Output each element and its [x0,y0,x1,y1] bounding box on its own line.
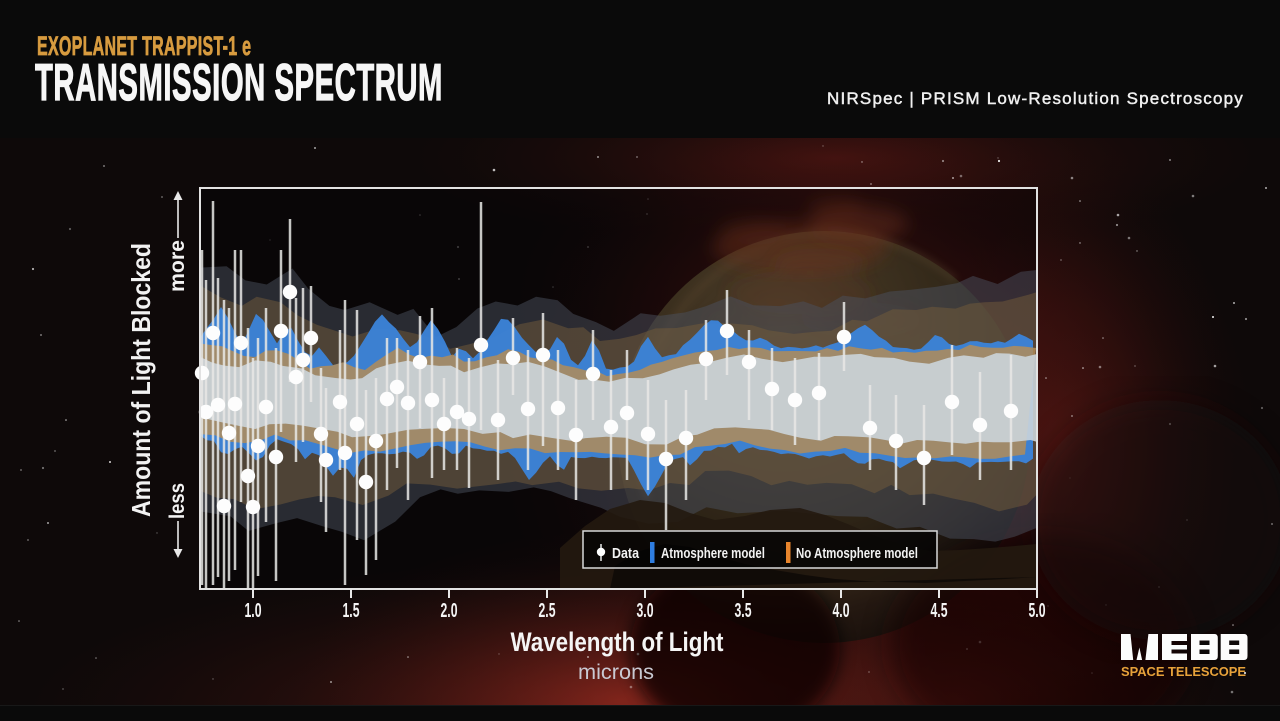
svg-text:1.0: 1.0 [245,600,262,622]
svg-text:3.0: 3.0 [637,600,654,622]
svg-text:less: less [166,483,189,519]
svg-text:more: more [166,240,189,292]
svg-text:Amount of Light Blocked: Amount of Light Blocked [126,243,156,517]
svg-text:4.0: 4.0 [833,600,850,622]
svg-text:Wavelength of Light: Wavelength of Light [511,627,724,657]
svg-text:SPACE TELESCOPE: SPACE TELESCOPE [1121,665,1246,679]
svg-text:1.5: 1.5 [343,600,360,622]
svg-text:Atmosphere model: Atmosphere model [661,546,765,562]
svg-text:2.0: 2.0 [441,600,458,622]
svg-text:5.0: 5.0 [1029,600,1046,622]
svg-text:Data: Data [612,546,640,562]
svg-text:3.5: 3.5 [735,600,752,622]
svg-text:No Atmosphere model: No Atmosphere model [796,546,918,562]
svg-text:4.5: 4.5 [931,600,948,622]
svg-text:microns: microns [578,661,654,684]
svg-text:2.5: 2.5 [539,600,556,622]
